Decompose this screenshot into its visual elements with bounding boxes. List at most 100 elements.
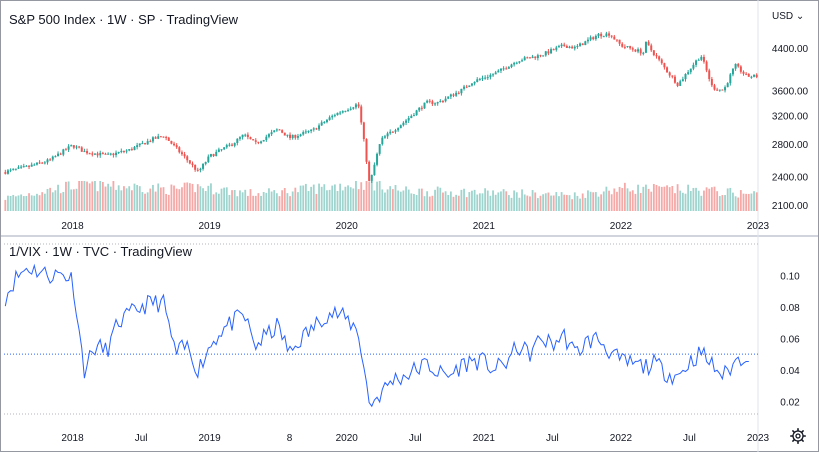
volume-bar	[637, 184, 639, 211]
candle-body	[721, 89, 724, 91]
candle-body	[128, 149, 131, 151]
candle-body	[188, 160, 191, 164]
volume-bar	[716, 191, 719, 211]
candle-body	[278, 129, 281, 131]
candle-body	[373, 164, 376, 175]
volume-bar	[536, 198, 539, 211]
lower-time-axis[interactable]: 2018 Jul 2019 8 2020 Jul 2021 Jul 2022 Jul 2023	[61, 433, 769, 444]
candle-body	[354, 104, 357, 108]
candle-body	[252, 139, 255, 141]
candle-body	[507, 67, 510, 69]
volume-bar	[30, 195, 33, 211]
volume-bar	[505, 191, 508, 211]
volume-bar	[397, 190, 400, 211]
volume-bar	[252, 195, 255, 211]
volume-bar	[231, 190, 233, 211]
volume-bar	[534, 192, 537, 211]
candle-body	[349, 108, 352, 110]
volume-bar	[246, 195, 249, 211]
volume-bar	[642, 186, 645, 211]
candle-body	[518, 61, 521, 63]
lower-price-axis[interactable]: 0.02 0.04 0.06 0.08 0.10	[780, 271, 800, 408]
volume-bar	[705, 187, 708, 211]
volume-bar	[523, 194, 526, 211]
volume-bar	[407, 189, 410, 211]
volume-bar	[178, 189, 181, 211]
candle-body	[225, 145, 228, 148]
upper-pane-title: S&P 500 Index · 1W · SP · TradingView	[9, 12, 239, 27]
candle-body	[260, 141, 263, 143]
volume-bar	[196, 184, 199, 211]
candle-body	[175, 145, 178, 148]
candle-body	[468, 85, 471, 87]
candle-body	[492, 74, 495, 76]
candle-body	[283, 132, 286, 136]
volume-bar	[378, 181, 381, 211]
upper-time-axis[interactable]: 2018 2019 2020 2021 2022 2023	[61, 221, 769, 232]
volume-bar	[265, 192, 268, 211]
volume-bar	[225, 187, 228, 211]
volume-bar	[428, 196, 431, 211]
volume-bar	[86, 181, 88, 211]
volume-bar	[170, 184, 173, 211]
volume-bar	[20, 194, 23, 211]
volume-bar	[418, 188, 421, 211]
price-tick-label: 2400.00	[772, 173, 809, 184]
candle-body	[302, 132, 305, 135]
price-tick-label: 0.08	[780, 303, 800, 314]
candle-body	[536, 55, 539, 59]
candle-body	[125, 150, 128, 152]
candle-body	[83, 151, 86, 153]
candle-body	[151, 137, 154, 142]
volume-bar	[115, 189, 117, 211]
volume-bar	[463, 188, 465, 211]
time-tick-label: Jul	[683, 433, 696, 444]
volume-bar	[616, 191, 618, 211]
candle-body	[67, 146, 70, 150]
volume-bar	[302, 185, 305, 211]
volume-bar	[62, 191, 65, 211]
candle-body	[228, 144, 231, 146]
candle-body	[623, 46, 626, 48]
volume-bar	[449, 191, 452, 211]
volume-bar	[80, 181, 83, 211]
candle-body	[220, 149, 223, 151]
candle-body	[550, 49, 553, 54]
candle-body	[122, 150, 125, 152]
candle-body	[494, 72, 497, 75]
currency-selector[interactable]: USD ⌄	[772, 11, 804, 22]
volume-bar	[210, 183, 212, 211]
volume-bar	[481, 193, 484, 211]
time-tick-label: 2018	[61, 433, 84, 444]
candle-body	[136, 145, 139, 148]
candle-body	[439, 100, 442, 103]
candle-body	[544, 51, 547, 56]
upper-price-axis[interactable]: 2100.00 2400.00 2800.00 3200.00 3600.00 4400.…	[772, 44, 809, 212]
candle-body	[133, 147, 136, 151]
candle-body	[731, 68, 734, 75]
candle-body	[565, 45, 568, 48]
volume-bar	[471, 190, 473, 211]
volume-bar	[389, 186, 392, 211]
time-tick-label: 2023	[747, 221, 770, 232]
candle-body	[592, 37, 595, 40]
candle-body	[72, 145, 75, 148]
volume-bar	[684, 193, 687, 211]
candle-body	[523, 57, 526, 61]
volume-bar	[497, 192, 500, 211]
volume-bar	[592, 192, 595, 211]
volume-bar	[36, 193, 38, 211]
candle-body	[144, 143, 147, 145]
gear-icon[interactable]	[790, 428, 806, 444]
candle-body	[753, 74, 756, 77]
candle-body	[238, 137, 241, 139]
volume-bar	[431, 195, 434, 211]
volume-bar	[539, 195, 542, 211]
volume-bar	[144, 193, 146, 211]
volume-bar	[391, 189, 394, 211]
volume-bar	[204, 190, 207, 211]
volume-bar	[613, 188, 616, 211]
candle-body	[167, 137, 170, 141]
volume-bar	[484, 188, 487, 211]
